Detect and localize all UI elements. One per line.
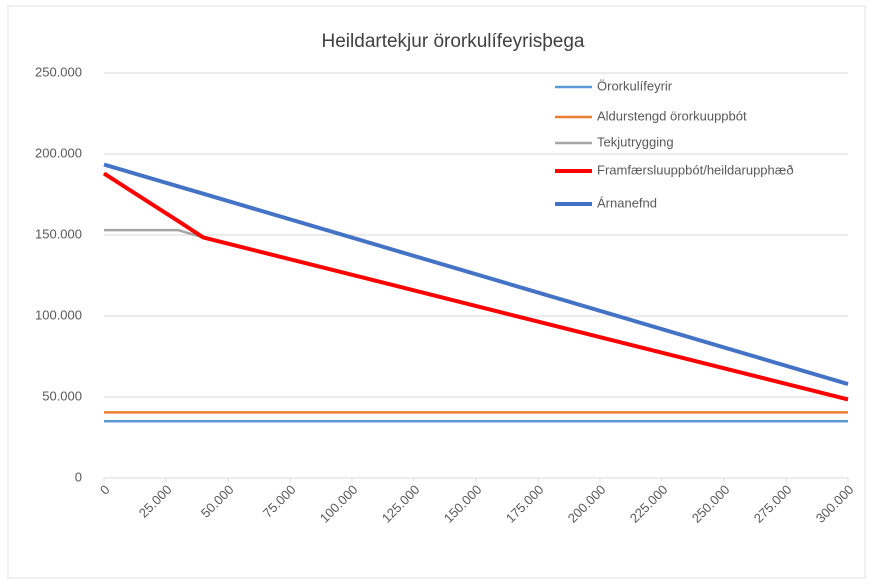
y-tick-label: 150.000 [35,226,82,241]
y-tick-label: 0 [75,469,82,484]
legend-label: Örorkulífeyrir [597,78,673,93]
legend-label: Aldurstengd örorkuuppbót [597,108,747,123]
series-line [104,228,204,239]
legend-label: Framfærsluuppbót/heildarupphæð [597,162,794,177]
chart-frame [7,5,866,579]
legend-label: Árnanefnd [597,195,657,210]
legend-label: Tekjutrygging [597,134,674,149]
y-tick-label: 50.000 [42,388,82,403]
y-tick-label: 200.000 [35,145,82,160]
series-line [103,162,849,386]
chart-title: Heildartekjur örorkulífeyrisþega [322,31,585,52]
y-tick-label: 250.000 [35,64,82,79]
series-line [102,171,849,402]
y-tick-label: 100.000 [35,307,82,322]
